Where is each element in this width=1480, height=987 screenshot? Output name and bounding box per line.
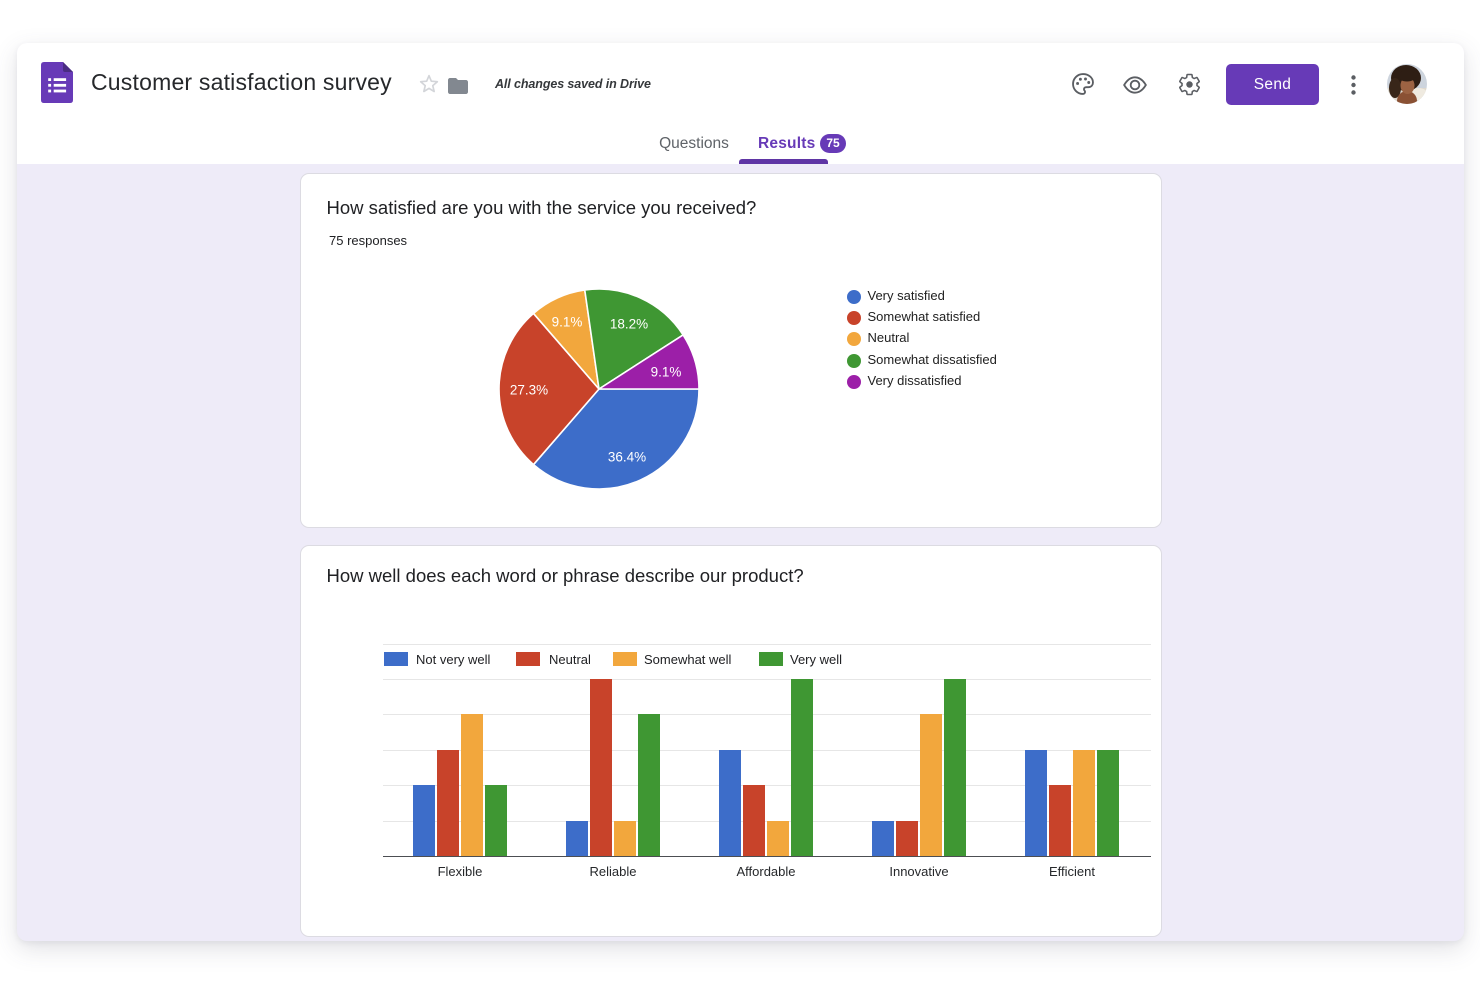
- svg-text:18.2%: 18.2%: [610, 317, 648, 332]
- svg-text:27.3%: 27.3%: [510, 383, 548, 398]
- svg-text:9.1%: 9.1%: [651, 365, 682, 380]
- svg-text:36.4%: 36.4%: [608, 450, 646, 465]
- svg-text:9.1%: 9.1%: [552, 315, 583, 330]
